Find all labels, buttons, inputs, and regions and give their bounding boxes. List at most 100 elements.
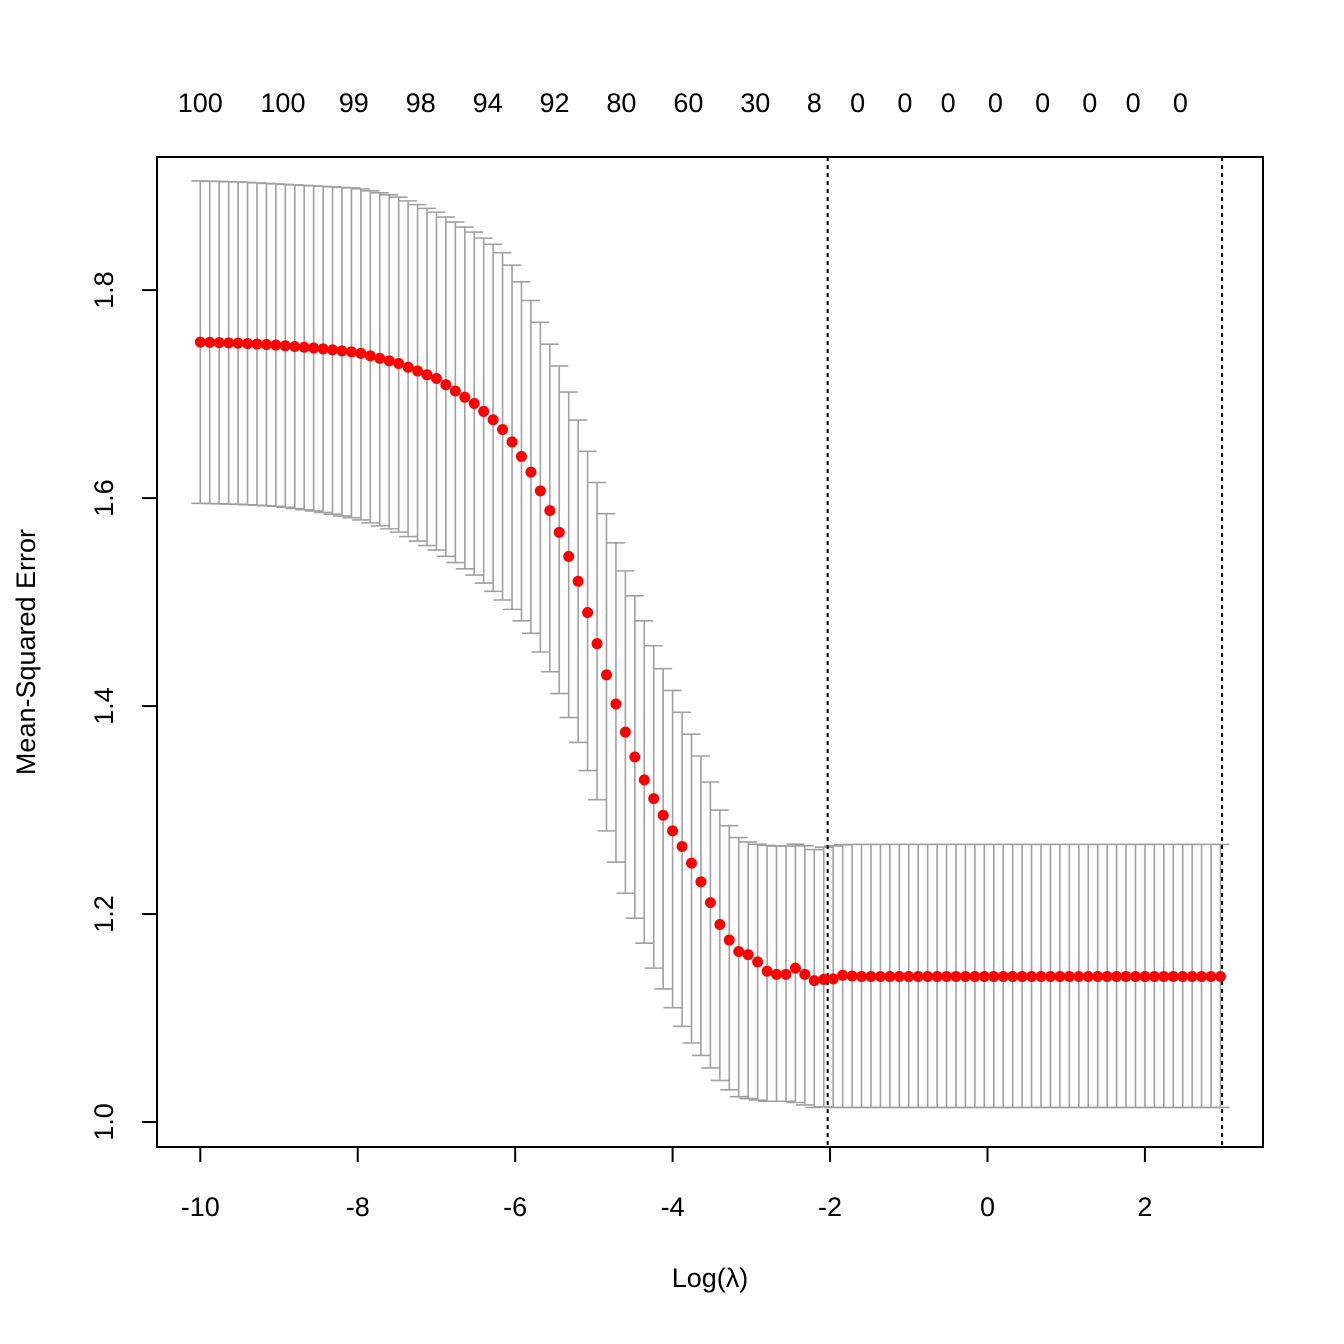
mse-point xyxy=(459,391,471,403)
mse-point xyxy=(676,840,688,852)
mse-point xyxy=(799,968,811,980)
mse-point xyxy=(364,350,376,362)
mse-point xyxy=(383,355,395,367)
mse-point xyxy=(752,956,764,968)
mse-point xyxy=(1092,970,1104,982)
mse-point xyxy=(704,897,716,909)
mse-point xyxy=(600,669,612,681)
mse-point xyxy=(572,575,584,587)
mse-point xyxy=(1111,970,1123,982)
top-axis-label: 0 xyxy=(1035,88,1050,118)
mse-point xyxy=(534,485,546,497)
mse-point xyxy=(865,970,877,982)
mse-point xyxy=(336,345,348,357)
top-axis-label: 100 xyxy=(178,88,223,118)
top-axis-label: 8 xyxy=(807,88,822,118)
x-tick-label: -2 xyxy=(818,1192,842,1222)
mse-point xyxy=(345,346,357,358)
top-axis-label: 30 xyxy=(740,88,770,118)
mse-point xyxy=(619,726,631,738)
mse-point xyxy=(950,970,962,982)
y-tick-label: 1.2 xyxy=(89,895,119,933)
mse-point xyxy=(1196,970,1208,982)
mse-point xyxy=(695,876,707,888)
mse-point xyxy=(374,352,386,364)
mse-point xyxy=(1007,970,1019,982)
x-tick-label: -6 xyxy=(503,1192,527,1222)
mse-point xyxy=(279,340,291,352)
mse-point xyxy=(553,526,565,538)
mse-point xyxy=(1177,970,1189,982)
mse-point xyxy=(959,970,971,982)
top-axis-label: 0 xyxy=(897,88,912,118)
top-axis-label: 99 xyxy=(339,88,369,118)
mse-point xyxy=(317,343,329,355)
mse-point xyxy=(1214,970,1226,982)
mse-point xyxy=(893,970,905,982)
x-tick-label: 2 xyxy=(1137,1192,1152,1222)
x-axis-title: Log(λ) xyxy=(672,1263,749,1293)
mse-point xyxy=(1035,970,1047,982)
top-axis-nonzero-counts: 100 100 99 98 94 92 80 60 30 8 0 0 0 0 0 0 0 0 xyxy=(178,88,1188,118)
mse-point xyxy=(525,466,537,478)
mse-point xyxy=(412,365,424,377)
mse-point xyxy=(714,918,726,930)
mse-point xyxy=(931,970,943,982)
mse-point xyxy=(1044,970,1056,982)
mse-point xyxy=(780,968,792,980)
mse-point xyxy=(648,793,660,805)
mse-point xyxy=(856,970,868,982)
y-tick-label: 1.6 xyxy=(89,479,119,517)
mse-point xyxy=(213,337,225,349)
mse-point xyxy=(232,337,244,349)
mse-point xyxy=(1167,970,1179,982)
mse-point xyxy=(1129,970,1141,982)
x-tick-label: 0 xyxy=(980,1192,995,1222)
top-axis-label: 0 xyxy=(1173,88,1188,118)
mse-point xyxy=(223,337,235,349)
mse-point xyxy=(903,970,915,982)
mse-point xyxy=(544,505,556,517)
mse-point xyxy=(884,970,896,982)
mse-point xyxy=(997,970,1009,982)
y-axis-title: Mean-Squared Error xyxy=(11,529,41,775)
mse-point xyxy=(761,965,773,977)
mse-point xyxy=(969,970,981,982)
mse-point xyxy=(1016,970,1028,982)
mse-point xyxy=(686,857,698,869)
mse-point xyxy=(657,809,669,821)
top-axis-label: 0 xyxy=(1126,88,1141,118)
y-tick-label: 1.8 xyxy=(89,271,119,309)
top-axis-label: 60 xyxy=(673,88,703,118)
mse-point xyxy=(827,973,839,985)
mse-point xyxy=(449,385,461,397)
mse-point xyxy=(440,379,452,391)
mse-point xyxy=(742,949,754,961)
top-axis-label: 80 xyxy=(606,88,636,118)
mse-point xyxy=(941,970,953,982)
x-tick-label: -10 xyxy=(181,1192,220,1222)
x-tick-label: -8 xyxy=(346,1192,370,1222)
mse-point xyxy=(771,968,783,980)
top-axis-label: 98 xyxy=(406,88,436,118)
top-axis-label: 100 xyxy=(260,88,305,118)
mse-point xyxy=(1186,970,1198,982)
mse-point xyxy=(1139,970,1151,982)
mse-point xyxy=(298,341,310,353)
mse-point xyxy=(818,973,830,985)
mse-point xyxy=(733,945,745,957)
mse-point xyxy=(1120,970,1132,982)
mse-point xyxy=(421,369,433,381)
y-tick-label: 1.0 xyxy=(89,1103,119,1141)
mse-point xyxy=(289,340,301,352)
mse-point xyxy=(1148,970,1160,982)
mse-point xyxy=(478,405,490,417)
mse-point xyxy=(393,358,405,370)
mse-point xyxy=(194,336,206,348)
mse-point xyxy=(874,970,886,982)
mse-point xyxy=(355,347,367,359)
mse-point xyxy=(1082,970,1094,982)
mse-point xyxy=(808,975,820,987)
